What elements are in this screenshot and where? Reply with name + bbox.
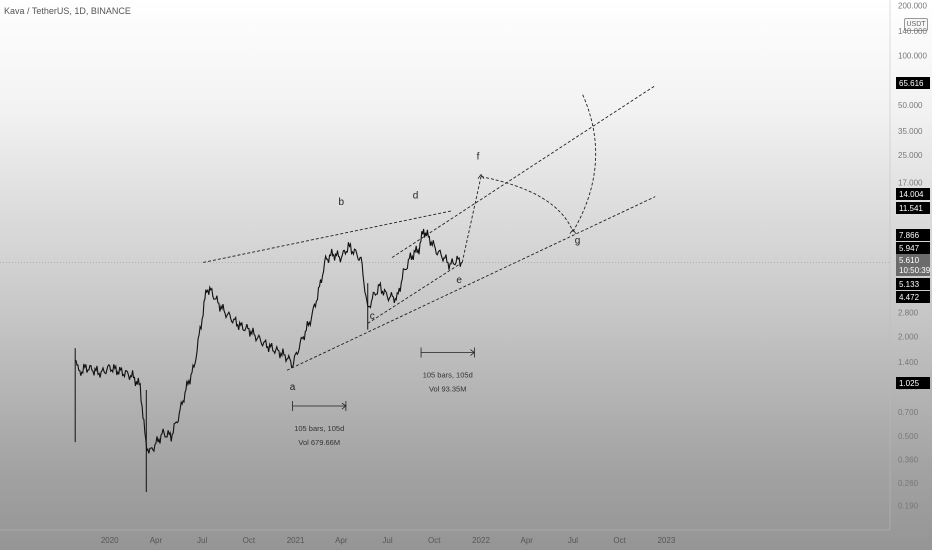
wave-label-b: b [339, 197, 345, 208]
x-tick-label: Jul [382, 536, 392, 545]
price-tag: 5.610 [899, 256, 920, 265]
x-tick-label: 2021 [287, 536, 305, 545]
price-tag-bg [896, 188, 930, 200]
y-tick-label: 50.000 [898, 101, 923, 110]
price-tag: 1.025 [899, 379, 920, 388]
y-tick-label: 0.700 [898, 408, 919, 417]
price-tag: 65.616 [899, 79, 924, 88]
support-segment [367, 262, 463, 324]
price-line [74, 228, 463, 454]
wave-label-d: d [413, 191, 419, 202]
wave-label-c: c [370, 311, 375, 322]
x-tick-label: Apr [335, 536, 348, 545]
price-tag: 7.866 [899, 231, 920, 240]
price-tag-bg [896, 202, 930, 214]
y-tick-label: 200.000 [898, 2, 927, 11]
measure-2-arrow [470, 349, 476, 356]
price-tag-bg [896, 242, 930, 254]
y-tick-label: 35.000 [898, 127, 923, 136]
projection-marker [477, 173, 485, 179]
price-tag-bg [896, 377, 930, 389]
x-tick-label: Jul [568, 536, 578, 545]
wave-label-f: f [477, 151, 480, 162]
x-tick-label: 2023 [657, 536, 675, 545]
y-tick-label: 100.000 [898, 51, 927, 60]
x-tick-label: Apr [520, 536, 533, 545]
lower-trendline [286, 196, 656, 371]
y-tick-label: 2.000 [898, 332, 919, 341]
measure-2-volume: Vol 93.35M [429, 385, 467, 394]
y-tick-label: 17.000 [898, 179, 923, 188]
y-tick-label: 1.400 [898, 358, 919, 367]
chart-title: Kava / TetherUS, 1D, BINANCE [4, 6, 131, 16]
x-tick-label: Oct [613, 536, 626, 545]
projection-leg-g-h [572, 94, 597, 232]
x-tick-label: 2022 [472, 536, 490, 545]
price-tag: 11.541 [899, 204, 923, 213]
y-tick-label: 0.260 [898, 479, 919, 488]
wave-label-a: a [290, 382, 296, 393]
wave-label-e: e [456, 275, 462, 286]
projection-channel-top [391, 85, 656, 258]
x-tick-label: Jul [197, 536, 207, 545]
y-tick-label: 0.360 [898, 456, 919, 465]
y-tick-label: 0.500 [898, 432, 919, 441]
y-tick-label: 25.000 [898, 151, 923, 160]
y-tick-label: 140.000 [898, 27, 927, 36]
measure-1-volume: Vol 679.66M [298, 438, 340, 447]
x-tick-label: Oct [243, 536, 256, 545]
price-tag: 5.947 [899, 244, 920, 253]
price-tag: 4.472 [899, 293, 920, 302]
currency-badge[interactable]: USDT [904, 18, 928, 31]
price-tag: 10:50:39 [899, 266, 931, 275]
price-tag-bg [896, 264, 930, 276]
y-tick-label: 2.800 [898, 308, 919, 317]
measure-1-arrow [341, 402, 347, 410]
x-tick-label: 2020 [101, 536, 119, 545]
measure-1-label: 105 bars, 105d [294, 424, 344, 433]
price-tag-bg [896, 77, 930, 89]
price-tag-bg [896, 254, 930, 266]
price-tag-bg [896, 278, 930, 290]
measure-2-label: 105 bars, 105d [423, 371, 473, 380]
price-tag-bg [896, 291, 930, 303]
price-tag-bg [896, 229, 930, 241]
x-tick-label: Oct [428, 536, 441, 545]
wave-label-g: g [575, 235, 581, 246]
price-tag: 14.004 [899, 190, 924, 199]
y-tick-label: 0.190 [898, 502, 919, 511]
upper-trendline [203, 210, 453, 263]
x-tick-label: Apr [150, 536, 163, 545]
projection-leg-e-f [461, 176, 482, 263]
projection-marker [569, 228, 577, 234]
projection-leg-f-g [480, 176, 574, 232]
price-tag: 5.133 [899, 280, 920, 289]
